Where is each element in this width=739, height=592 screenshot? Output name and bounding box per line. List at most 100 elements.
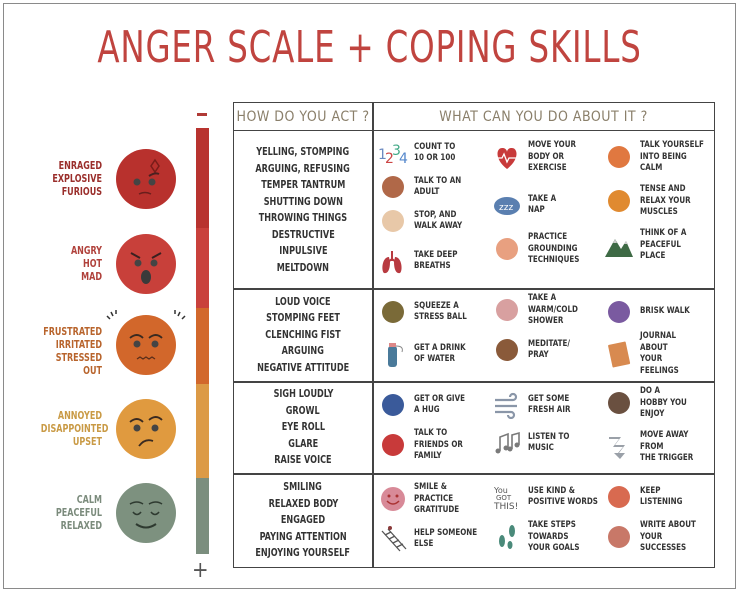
- meditate-icon: [490, 335, 524, 365]
- coping-skill: TAKE DEEP BREATHS: [376, 246, 463, 276]
- coping-skill-label: SMILE & PRACTICE GRATITUDE: [414, 482, 460, 515]
- mood-word: UPSET: [72, 436, 102, 448]
- writing-hand-icon: [602, 522, 636, 552]
- behavior-item: THROWING THINGS: [258, 211, 348, 224]
- svg-text:1: 1: [378, 147, 387, 163]
- behavior-item: NEGATIVE ATTITUDE: [256, 360, 350, 374]
- coping-skill: GET A DRINK OF WATER: [376, 339, 473, 369]
- mood-word: EXPLOSIVE: [52, 173, 102, 185]
- coping-skill: TALK TO FRIENDS OR FAMILY: [376, 428, 470, 463]
- coping-skill-label: HELP SOMEONE ELSE: [414, 527, 478, 550]
- coping-skill: GET OR GIVE A HUG: [376, 390, 472, 420]
- coping-skill: SQUEEZE A STRESS BALL: [376, 297, 474, 327]
- calm-face-icon: [115, 482, 177, 544]
- row-divider: [234, 381, 714, 383]
- angry-face-icon: [115, 233, 177, 295]
- hobby-icon: [602, 388, 636, 418]
- mountains-icon: [602, 230, 636, 260]
- adult-child-icon: [376, 172, 410, 202]
- coping-skill: THINK OF A PEACEFUL PLACE: [602, 228, 693, 263]
- coping-skill: JOURNAL ABOUT YOUR FEELINGS: [602, 331, 684, 377]
- coping-skill-label: THINK OF A PEACEFUL PLACE: [640, 228, 687, 261]
- svg-text:GOT: GOT: [496, 494, 512, 502]
- coping-skill-label: TALK TO AN ADULT: [414, 175, 462, 198]
- coping-skill: STOP, AND WALK AWAY: [376, 206, 469, 236]
- annoyed-face-icon: [115, 398, 177, 460]
- hug-icon: [376, 390, 410, 420]
- walking-legs-icon: [376, 206, 410, 236]
- behaviors-cell: YELLING, STOMPING ARGUING, REFUSING TEMPER…: [234, 132, 372, 288]
- coping-skill-label: KEEP LISTENING: [640, 485, 683, 508]
- friends-icon: [376, 430, 410, 460]
- behavior-item: SIGH LOUDLY: [273, 387, 333, 401]
- behavior-item: STOMPING FEET: [266, 311, 340, 325]
- coping-skill-label: USE KIND & POSITIVE WORDS: [528, 485, 598, 508]
- coping-skill: SMILE & PRACTICE GRATITUDE: [376, 482, 465, 517]
- coping-skill-label: WRITE ABOUT YOUR SUCCESSES: [640, 520, 696, 553]
- svg-text:zzz: zzz: [499, 203, 513, 213]
- behavior-item: GLARE: [288, 436, 318, 450]
- mood-word: MAD: [81, 271, 102, 283]
- smile-icon: [376, 484, 410, 514]
- behavior-item: CLENCHING FIST: [265, 327, 341, 341]
- coping-skill-label: GET OR GIVE A HUG: [414, 393, 465, 416]
- coping-skill-label: BRISK WALK: [640, 306, 690, 317]
- svg-text:2: 2: [385, 151, 394, 167]
- behavior-item: SHUTTING DOWN: [263, 194, 343, 208]
- behavior-item: LOUD VOICE: [275, 294, 331, 308]
- behaviors-cell: SIGH LOUDLY GROWL EYE ROLL GLARE RAISE VOICE: [234, 382, 372, 473]
- listening-child-icon: [602, 482, 636, 512]
- journal-icon: [602, 339, 636, 369]
- music-notes-icon: [490, 428, 524, 458]
- enraged-face-icon: [115, 148, 177, 210]
- svg-text:THIS!: THIS!: [493, 502, 518, 511]
- behavior-item: RELAXED BODY: [268, 496, 338, 510]
- scale-segment-enraged: [196, 128, 209, 228]
- mood-label-frustrated: FRUSTRATED IRRITATED STRESSED OUT: [41, 326, 102, 378]
- coping-skill: DO A HOBBY YOU ENJOY: [602, 386, 693, 421]
- mood-word: DISAPPOINTED: [40, 423, 109, 435]
- plus-icon: +: [192, 558, 209, 583]
- behavior-item: PAYING ATTENTION: [259, 529, 347, 543]
- coping-skill-label: LISTEN TO MUSIC: [528, 431, 570, 454]
- coping-skill: KEEP LISTENING: [602, 482, 688, 512]
- behavior-item: ENJOYING YOURSELF: [255, 546, 351, 560]
- coping-skill: 1 2 3 4 COUNT TO 10 OR 100: [376, 138, 461, 168]
- scale-segment-frustrated: [196, 308, 209, 384]
- mood-word: ANGRY: [70, 245, 102, 257]
- behavior-item: MELTDOWN: [276, 260, 330, 274]
- row-divider: [234, 288, 714, 290]
- shower-icon: [490, 295, 524, 325]
- heartbeat-icon: [490, 142, 524, 172]
- behavior-item: DESTRUCTIVE: [271, 227, 335, 241]
- behavior-item: EYE ROLL: [281, 420, 325, 434]
- coping-skill: MOVE AWAY FROM THE TRIGGER: [602, 430, 714, 465]
- scale-segment-angry: [196, 228, 209, 308]
- mood-label-calm: CALM PEACEFUL RELAXED: [41, 494, 102, 533]
- behavior-item: ENGAGED: [280, 513, 326, 527]
- lungs-icon: [376, 246, 410, 276]
- column-divider: [372, 103, 374, 567]
- svg-text:3: 3: [392, 143, 401, 159]
- mood-word: ENRAGED: [58, 160, 102, 172]
- coping-skill-label: TAKE A NAP: [528, 193, 557, 216]
- coping-skill: MOVE YOUR BODY OR EXERCISE: [490, 140, 583, 175]
- mood-word: FURIOUS: [61, 186, 102, 198]
- coping-skill-label: SQUEEZE A STRESS BALL: [414, 300, 467, 323]
- sleep-cloud-icon: zzz: [490, 190, 524, 220]
- coping-skill-label: DO A HOBBY YOU ENJOY: [640, 386, 687, 419]
- behavior-item: YELLING, STOMPING: [256, 145, 350, 158]
- water-bottle-icon: [376, 339, 410, 369]
- coping-skill: TALK TO AN ADULT: [376, 172, 468, 202]
- coping-skill: GET SOME FRESH AIR: [490, 390, 576, 420]
- behavior-item: SMILING: [283, 480, 323, 494]
- senses-face-icon: [490, 234, 524, 264]
- scale-segment-annoyed: [196, 384, 209, 478]
- helping-ladder-icon: [376, 524, 410, 554]
- coping-skill-label: TAKE STEPS TOWARDS YOUR GOALS: [528, 520, 580, 553]
- behaviors-cell: LOUD VOICE STOMPING FEET CLENCHING FIST ARG…: [234, 289, 372, 381]
- coping-skill: WRITE ABOUT YOUR SUCCESSES: [602, 520, 703, 555]
- behavior-item: RAISE VOICE: [274, 453, 332, 467]
- mood-word: HOT: [82, 258, 102, 270]
